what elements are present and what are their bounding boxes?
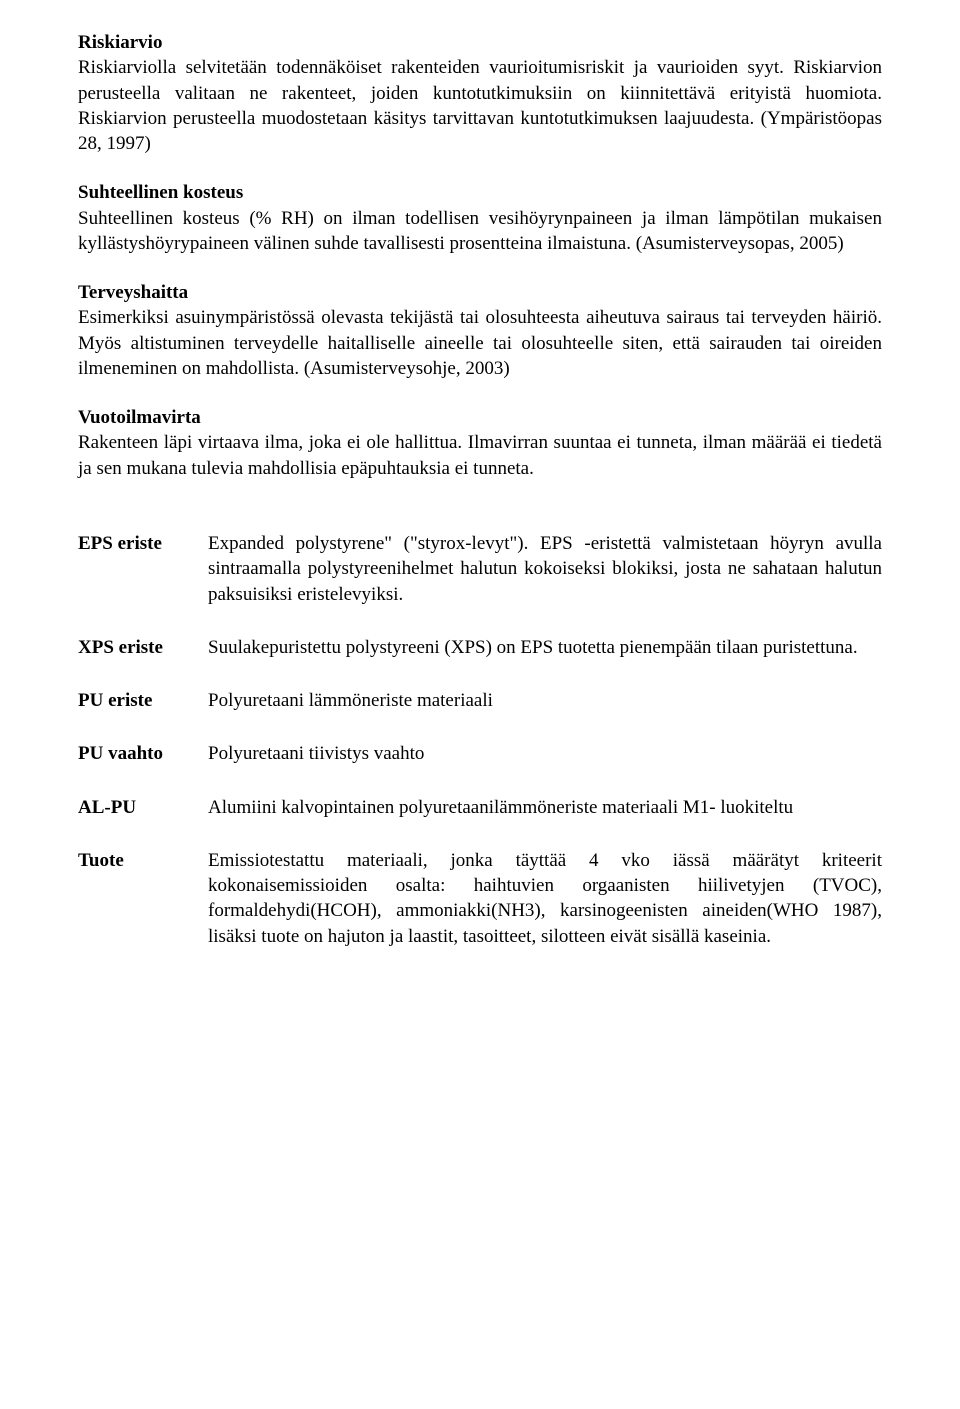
definition-row: Tuote Emissiotestattu materiaali, jonka … (78, 848, 882, 949)
document-page: Riskiarvio Riskiarviolla selvitetään tod… (0, 0, 960, 1409)
definition-label: EPS eriste (78, 531, 208, 607)
term-block: Riskiarvio Riskiarviolla selvitetään tod… (78, 30, 882, 156)
definition-label: XPS eriste (78, 635, 208, 660)
definition-row: PU eriste Polyuretaani lämmöneriste mate… (78, 688, 882, 713)
term-block: Terveyshaitta Esimerkiksi asuinympäristö… (78, 280, 882, 381)
term-body: Suhteellinen kosteus (% RH) on ilman tod… (78, 208, 882, 254)
term-title: Riskiarvio (78, 30, 882, 55)
term-block: Vuotoilmavirta Rakenteen läpi virtaava i… (78, 405, 882, 481)
definition-text: Expanded polystyrene" ("styrox-levyt"). … (208, 531, 882, 607)
term-block: Suhteellinen kosteus Suhteellinen kosteu… (78, 180, 882, 256)
definition-label: AL-PU (78, 795, 208, 820)
definitions-table: EPS eriste Expanded polystyrene" ("styro… (78, 531, 882, 949)
term-body: Riskiarviolla selvitetään todennäköiset … (78, 57, 882, 154)
definition-label: Tuote (78, 848, 208, 949)
term-title: Vuotoilmavirta (78, 405, 882, 430)
definition-label: PU eriste (78, 688, 208, 713)
definition-text: Polyuretaani lämmöneriste materiaali (208, 688, 882, 713)
definition-row: PU vaahto Polyuretaani tiivistys vaahto (78, 741, 882, 766)
term-body: Esimerkiksi asuinympäristössä olevasta t… (78, 307, 882, 379)
definition-label: PU vaahto (78, 741, 208, 766)
term-title: Suhteellinen kosteus (78, 180, 882, 205)
definition-row: EPS eriste Expanded polystyrene" ("styro… (78, 531, 882, 607)
definition-text: Polyuretaani tiivistys vaahto (208, 741, 882, 766)
definition-row: AL-PU Alumiini kalvopintainen polyuretaa… (78, 795, 882, 820)
definition-text: Suulakepuristettu polystyreeni (XPS) on … (208, 635, 882, 660)
definition-text: Emissiotestattu materiaali, jonka täyttä… (208, 848, 882, 949)
definition-text: Alumiini kalvopintainen polyuretaanilämm… (208, 795, 882, 820)
definition-row: XPS eriste Suulakepuristettu polystyreen… (78, 635, 882, 660)
term-body: Rakenteen läpi virtaava ilma, joka ei ol… (78, 432, 882, 478)
term-title: Terveyshaitta (78, 280, 882, 305)
